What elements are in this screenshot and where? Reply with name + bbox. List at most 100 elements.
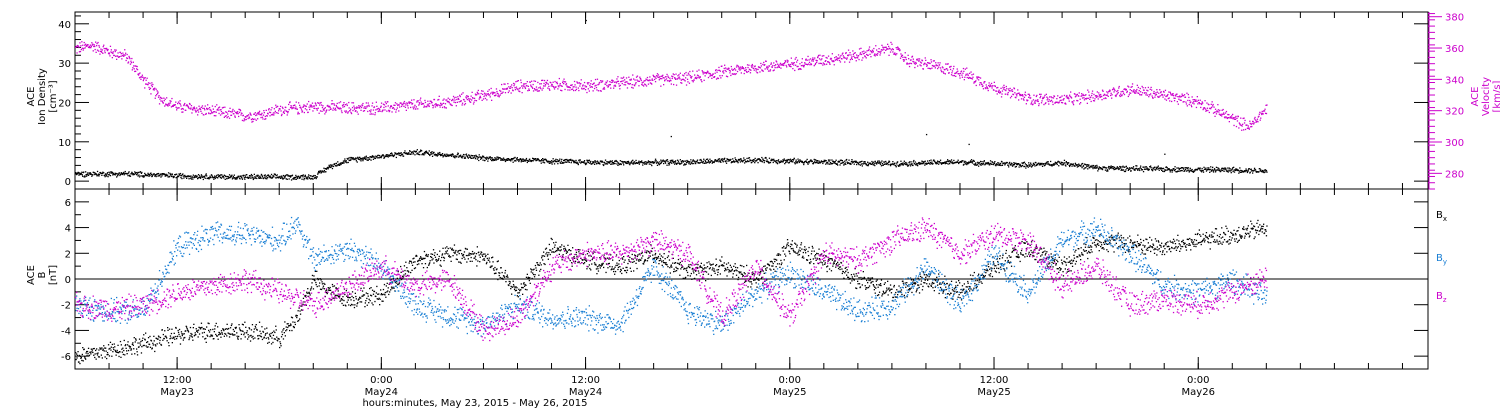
ion-density-point <box>238 175 240 177</box>
velocity-point <box>1130 92 1132 94</box>
velocity-point <box>690 77 692 79</box>
velocity-point <box>176 107 178 109</box>
ion-density-point <box>1178 168 1180 170</box>
velocity-point <box>84 44 86 46</box>
ion-density-point <box>270 177 272 179</box>
velocity-point <box>1221 109 1223 111</box>
velocity-point <box>885 46 887 48</box>
velocity-point <box>551 83 553 86</box>
ion-density-point <box>383 157 385 159</box>
velocity-point <box>863 52 865 54</box>
velocity-point <box>463 104 466 106</box>
ion-density-point <box>214 175 216 177</box>
velocity-point <box>930 59 932 61</box>
ion-density-point <box>1122 169 1125 171</box>
ion-density-point <box>428 150 430 152</box>
velocity-point <box>255 114 257 117</box>
velocity-point <box>871 49 874 51</box>
ion-density-series <box>75 149 1268 181</box>
velocity-point <box>350 111 352 114</box>
velocity-point <box>597 90 600 92</box>
ion-density-point <box>1027 166 1029 168</box>
ion-density-point <box>555 158 557 160</box>
velocity-point <box>239 109 241 111</box>
ion-density-point <box>108 171 110 173</box>
velocity-point <box>172 104 174 107</box>
ion-density-point <box>113 172 115 174</box>
velocity-point <box>951 70 954 72</box>
ion-density-point <box>884 161 886 163</box>
ion-density-point <box>415 151 417 153</box>
ion-density-point <box>302 176 304 178</box>
velocity-point <box>902 59 904 61</box>
velocity-point <box>194 109 196 111</box>
ion-density-point <box>966 162 968 165</box>
velocity-point <box>1111 97 1113 99</box>
velocity-point <box>926 65 928 67</box>
velocity-point <box>685 71 687 74</box>
ion-density-point <box>857 163 860 165</box>
velocity-point <box>562 80 564 82</box>
velocity-point <box>139 76 142 78</box>
ion-density-point <box>904 163 906 165</box>
velocity-point <box>1205 110 1207 112</box>
velocity-point <box>917 65 919 67</box>
velocity-point <box>986 87 988 89</box>
velocity-point <box>672 76 674 78</box>
velocity-point <box>536 88 538 90</box>
velocity-point <box>157 91 159 93</box>
ion-density-point <box>1202 171 1205 173</box>
ion-density-point <box>1083 163 1086 165</box>
velocity-point <box>1257 121 1259 123</box>
ion-density-point <box>850 163 852 165</box>
ion-density-point <box>820 161 822 163</box>
velocity-point <box>165 103 167 105</box>
velocity-point <box>531 86 533 88</box>
ion-density-point <box>554 159 556 162</box>
ion-density-point <box>897 161 899 163</box>
ion-density-point <box>78 172 81 174</box>
ion-density-point <box>618 162 620 165</box>
velocity-point <box>636 75 639 77</box>
velocity-point <box>996 87 998 89</box>
velocity-point <box>990 85 992 87</box>
ion-density-point <box>947 159 949 161</box>
velocity-point <box>565 84 567 86</box>
ion-density-point <box>711 160 713 162</box>
velocity-point <box>124 49 126 51</box>
velocity-point <box>1068 98 1070 100</box>
ion-density-point <box>551 163 553 165</box>
velocity-point <box>702 73 704 75</box>
ion-density-point <box>867 165 869 167</box>
velocity-point <box>1178 98 1180 100</box>
ion-density-point <box>470 157 472 159</box>
velocity-point <box>504 83 506 85</box>
velocity-point <box>486 93 488 95</box>
velocity-point <box>464 103 467 105</box>
velocity-point <box>811 58 813 61</box>
velocity-point <box>859 52 862 54</box>
ion-density-point <box>332 165 335 168</box>
velocity-point <box>1259 111 1261 113</box>
ion-density-point <box>467 156 469 158</box>
velocity-point <box>229 107 231 109</box>
ion-density-point <box>197 178 199 180</box>
velocity-point <box>1063 94 1066 97</box>
velocity-point <box>794 69 796 72</box>
velocity-point <box>1017 92 1019 94</box>
velocity-point <box>625 81 627 83</box>
velocity-point <box>695 76 697 78</box>
ion-density-point <box>589 162 591 164</box>
ion-density-point <box>191 176 193 178</box>
ion-density-point <box>328 164 330 166</box>
ion-density-point <box>659 161 661 163</box>
ion-density-point <box>1015 162 1017 164</box>
ion-density-point <box>651 161 653 163</box>
velocity-point <box>430 100 432 103</box>
velocity-point <box>96 42 98 45</box>
velocity-point <box>993 81 995 83</box>
ion-density-point <box>628 163 630 165</box>
ion-density-point <box>197 174 200 176</box>
velocity-point <box>370 111 372 113</box>
ion-density-point <box>189 175 191 177</box>
